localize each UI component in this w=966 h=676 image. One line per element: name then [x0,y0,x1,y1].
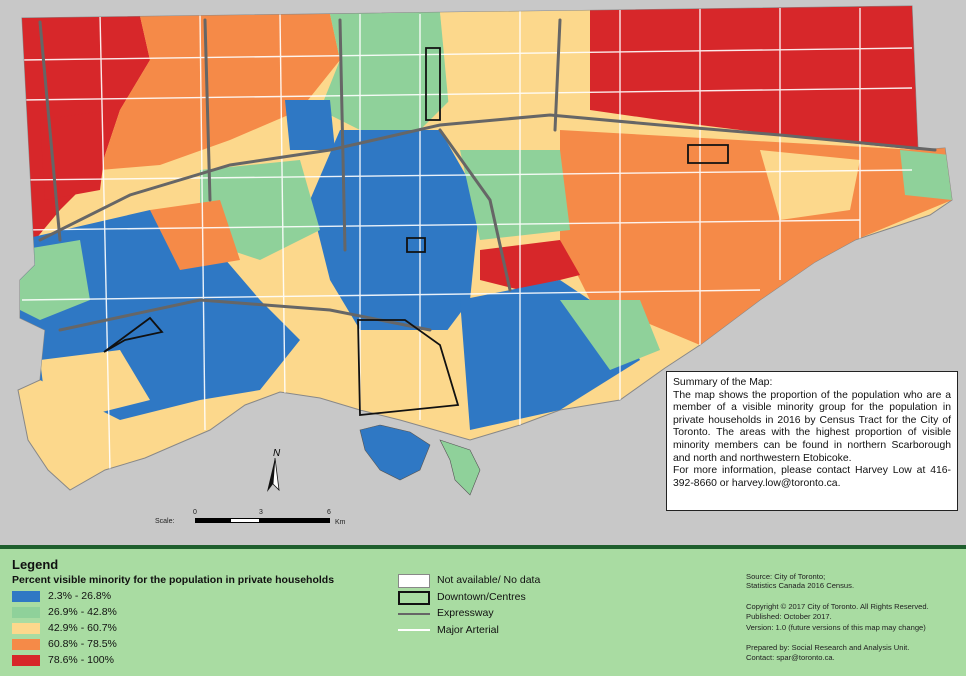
credit-prepared: Prepared by: Social Research and Analysi… [746,643,910,652]
scale-tick-6: 6 [327,509,331,516]
credit-published: Published: October 2017. [746,612,832,621]
scale-tick-0: 0 [193,509,197,516]
summary-body: The map shows the proportion of the popu… [673,389,951,464]
zone-north-central-green [320,12,450,130]
centre-downtown [357,319,460,416]
map-area [0,0,966,546]
expressway-label: Expressway [437,607,494,619]
credit-copyright: Copyright © 2017 City of Toronto. All Ri… [746,602,929,611]
zone-weston-orange [150,200,240,270]
summary-contact: For more information, please contact Har… [673,465,951,489]
legend-range-label: 26.9% - 42.8% [48,606,117,618]
credit-source-2: Statistics Canada 2016 Census. [746,581,855,590]
zone-east-green-2 [560,300,660,370]
scale-bar: Scale: 0 3 6 Km [155,508,355,530]
centre-scarborough [687,144,729,164]
expressway-swatch [398,613,430,615]
summary-title: Summary of the Map: [673,377,773,388]
north-arrow-icon [267,457,280,492]
credit-contact: Contact: spar@toronto.ca. [746,653,835,662]
zone-scarborough-red [590,6,918,150]
centre-label: Downtown/Centres [437,591,526,603]
arterial-label: Major Arterial [437,624,499,636]
scale-segment [260,518,330,523]
legend-swatch [12,655,40,666]
legend-range-label: 2.3% - 26.8% [48,590,112,602]
north-label: N [273,448,281,459]
expressways [38,18,937,332]
centre-swatch [398,591,430,605]
map-summary: Summary of the Map: The map shows the pr… [666,371,958,511]
legend-title: Legend [12,557,59,572]
zone-north-york-yellow [440,10,590,130]
legend-swatch [12,639,40,650]
zone-central-blue [310,130,480,340]
zone-east-green [900,150,952,200]
scale-tick-3: 3 [259,509,263,516]
centre-yonge-eglinton [406,237,426,253]
legend-divider [0,545,966,549]
scale-label: Scale: [155,518,175,525]
scale-segment [195,518,230,523]
zone-downtown-yellow [360,330,460,410]
north-arrow: N [255,448,285,493]
legend-range-label: 78.6% - 100% [48,654,114,666]
nodata-label: Not available/ No data [437,574,541,586]
major-arterials [21,8,913,471]
zone-rexdale-red [40,110,110,200]
legend-range-label: 60.8% - 78.5% [48,638,117,650]
zone-scarborough-yellow [760,150,860,220]
centres [103,47,729,416]
leslie-spit [439,439,481,496]
legend-swatch [12,591,40,602]
legend-panel [0,549,966,676]
zone-east-york-green [460,150,570,240]
arterial-swatch [398,629,430,631]
credit-version: Version: 1.0 (future versions of this ma… [746,623,926,632]
zone-north-blue [285,100,335,150]
legend-swatch [12,607,40,618]
scale-unit: Km [335,519,346,526]
centre-etobicoke [103,316,164,353]
zone-thorncliffe-red [480,240,580,290]
toronto-islands [359,424,431,481]
credit-source-1: Source: City of Toronto; [746,572,826,581]
toronto-map [17,5,953,496]
legend-subtitle: Percent visible minority for the populat… [12,574,335,586]
nodata-swatch [398,574,430,588]
scale-segment [230,518,260,523]
legend-swatch [12,623,40,634]
legend-range-label: 42.9% - 60.7% [48,622,117,634]
zone-humber-yellow [40,350,150,420]
centre-north-york [425,47,441,121]
